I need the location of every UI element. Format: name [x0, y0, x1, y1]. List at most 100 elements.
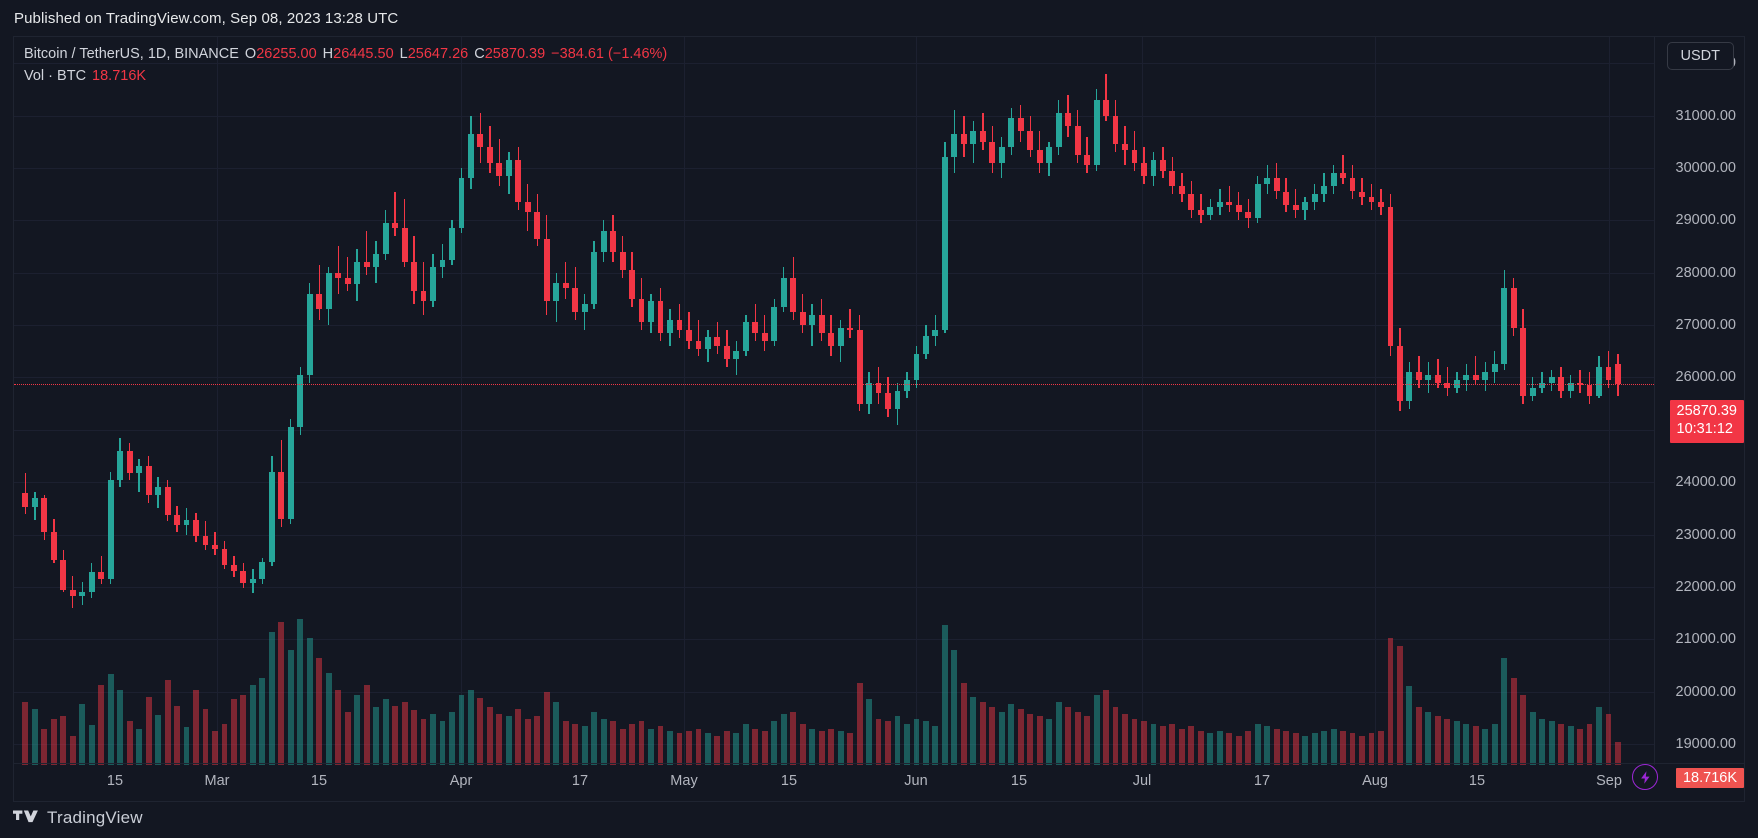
volume-bar	[136, 728, 143, 765]
time-axis-label: Sep	[1596, 773, 1622, 789]
volume-bar	[1444, 718, 1451, 765]
candle-wick	[1219, 188, 1221, 216]
candle-wick	[138, 458, 140, 492]
candle-body	[145, 466, 152, 496]
candle-wick	[1200, 194, 1202, 223]
price-axis-label: 21000.00	[1675, 631, 1736, 648]
volume-bar	[619, 728, 626, 765]
time-axis-label: 15	[1468, 773, 1486, 789]
candle-body	[837, 327, 844, 346]
volume-bar	[1245, 731, 1252, 765]
candle-wick	[214, 531, 216, 556]
gridline	[1375, 37, 1376, 765]
volume-bar	[382, 699, 389, 765]
volume-bar	[1425, 711, 1432, 765]
volume-bar	[1330, 728, 1337, 765]
candle-body	[1055, 112, 1062, 147]
currency-button[interactable]: USDT	[1666, 42, 1734, 70]
time-axis-label: Jul	[1132, 773, 1152, 789]
countdown-timer: 10:31:12	[1676, 420, 1733, 437]
candle-wick	[318, 264, 320, 320]
volume-bar	[1065, 706, 1072, 765]
candle-wick	[422, 262, 425, 315]
volume-bar	[325, 672, 332, 765]
candle-body	[1359, 191, 1365, 197]
gridline	[14, 220, 1654, 222]
chart-plot-area[interactable]	[14, 37, 1654, 765]
candle-body	[1084, 154, 1091, 166]
volume-bar	[904, 723, 910, 765]
candle-body	[1577, 382, 1583, 386]
candle-body	[799, 311, 806, 326]
volume-bar	[287, 649, 294, 765]
price-axis[interactable]: 32000.0031000.0030000.0029000.0028000.00…	[1654, 37, 1744, 765]
candle-body	[600, 230, 607, 252]
volume-bar	[50, 718, 57, 765]
candle-body	[230, 564, 237, 572]
candle-body	[449, 228, 455, 260]
volume-badge[interactable]: 18.716K	[1675, 768, 1744, 789]
candle-body	[401, 228, 408, 263]
volume-bar	[505, 716, 512, 765]
time-axis-label: May	[670, 773, 698, 789]
volume-bar	[202, 709, 209, 765]
volume-bar	[1169, 723, 1176, 765]
published-text: Published on TradingView.com, Sep 08, 20…	[14, 9, 399, 27]
last-price-badge[interactable]: 25870.39 10:31:12	[1669, 400, 1744, 443]
volume-bar	[1387, 637, 1394, 765]
candle-body	[562, 283, 569, 289]
candle-body	[1605, 366, 1612, 381]
candle-body	[780, 277, 787, 307]
candle-body	[335, 272, 342, 278]
volume-bar	[960, 682, 967, 765]
volume-bar	[79, 704, 86, 765]
volume-bar	[1577, 728, 1583, 765]
gridline	[14, 691, 1654, 693]
candle-body	[809, 314, 816, 326]
candle-body	[1491, 364, 1498, 373]
gridline	[461, 37, 462, 765]
candle-body	[430, 267, 436, 302]
volume-bar	[941, 625, 948, 765]
candle-wick	[337, 246, 339, 294]
candle-body	[1311, 194, 1318, 202]
candle-body	[60, 559, 67, 590]
volume-bar	[1434, 716, 1441, 765]
candle-body	[392, 222, 399, 229]
candle-body	[1453, 380, 1460, 388]
volume-bar	[221, 723, 228, 765]
time-axis[interactable]: 15 Mar 15 Apr 17 May 15 Jun 15 Jul 17 Aug 15 Sep	[14, 763, 1744, 801]
volume-bar	[1112, 706, 1119, 765]
candle-body	[1406, 372, 1413, 401]
volume-bar	[174, 705, 180, 765]
candle-body	[1586, 385, 1593, 396]
candle-body	[1235, 204, 1242, 213]
volume-bar	[1548, 721, 1555, 765]
candle-body	[354, 262, 361, 285]
candle-wick	[583, 293, 586, 331]
lightning-icon[interactable]	[1632, 764, 1658, 791]
candle-wick	[1437, 359, 1439, 388]
volume-bar	[1226, 733, 1233, 765]
candle-body	[183, 519, 190, 526]
candle-wick	[100, 555, 102, 585]
candle-body	[1141, 162, 1147, 176]
volume-bar	[60, 716, 67, 765]
candle-body	[477, 133, 484, 147]
candle-body	[1065, 112, 1072, 127]
price-axis-label: 22000.00	[1675, 578, 1736, 595]
candle-body	[136, 466, 143, 473]
volume-bar	[1529, 711, 1536, 765]
volume-bar	[847, 733, 854, 765]
volume-bar	[1283, 731, 1290, 765]
volume-bar	[676, 733, 683, 765]
candle-body	[1330, 173, 1337, 187]
volume-bar	[69, 735, 76, 765]
volume-bar	[591, 711, 598, 765]
volume-bar	[420, 718, 427, 765]
candle-body	[50, 531, 57, 560]
candle-body	[325, 272, 332, 310]
volume-bar	[951, 649, 958, 765]
candle-body	[581, 304, 588, 312]
candle-body	[164, 487, 171, 515]
